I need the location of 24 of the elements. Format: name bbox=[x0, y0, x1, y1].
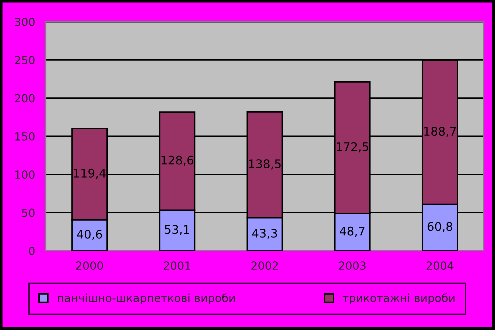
data-label: 172,5 bbox=[337, 142, 368, 153]
legend-label: трикотажні вироби bbox=[342, 294, 455, 305]
x-tick-label: 2000 bbox=[76, 262, 104, 270]
x-tick-label: 2001 bbox=[164, 262, 191, 270]
y-tick-label: 300 bbox=[15, 18, 35, 26]
legend-label: панчішно-шкарпеткові вироби bbox=[58, 294, 235, 305]
data-label: 119,4 bbox=[74, 168, 106, 180]
y-tick-label: 100 bbox=[16, 170, 35, 180]
x-tick-label: 2002 bbox=[252, 262, 278, 270]
y-tick-label: 200 bbox=[15, 94, 35, 103]
data-label: 48,7 bbox=[340, 226, 365, 238]
data-label: 43,3 bbox=[252, 228, 278, 240]
data-label: 128,6 bbox=[162, 156, 194, 166]
y-tick-label: 250 bbox=[15, 56, 35, 65]
y-tick-label: 50 bbox=[22, 208, 35, 218]
data-label: 138,5 bbox=[249, 160, 281, 170]
x-tick-label: 2004 bbox=[426, 262, 454, 270]
y-tick-label: 150 bbox=[16, 132, 35, 141]
x-tick-label: 2003 bbox=[339, 262, 366, 270]
data-label: 53,1 bbox=[165, 225, 190, 236]
data-label: 40,6 bbox=[77, 230, 102, 240]
y-tick-label: 0 bbox=[29, 246, 35, 256]
data-label: 188,7 bbox=[424, 127, 456, 138]
data-label: 60,8 bbox=[428, 222, 453, 232]
